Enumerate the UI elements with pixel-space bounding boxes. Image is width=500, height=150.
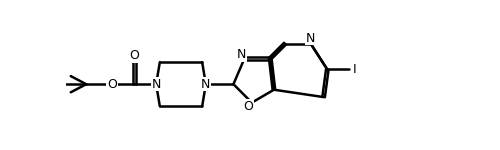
Text: N: N	[306, 32, 316, 45]
Text: I: I	[353, 63, 356, 76]
Text: O: O	[129, 49, 139, 62]
Text: O: O	[107, 78, 117, 91]
Text: N: N	[152, 78, 161, 91]
Text: O: O	[243, 100, 253, 113]
Text: N: N	[237, 48, 246, 61]
Text: N: N	[201, 78, 210, 91]
